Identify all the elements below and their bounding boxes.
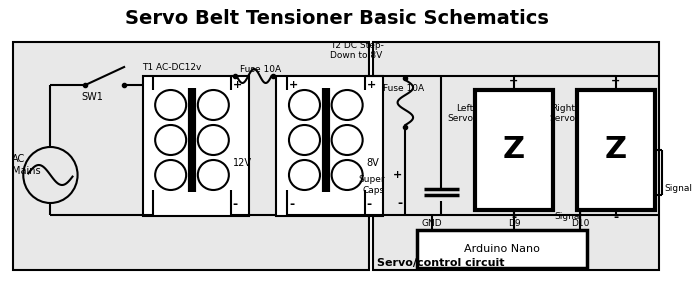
- Text: D10: D10: [570, 219, 589, 228]
- Bar: [276, 76, 383, 216]
- Text: -: -: [366, 198, 372, 211]
- Bar: [142, 76, 249, 216]
- Text: Signal: Signal: [555, 212, 583, 221]
- Text: T1 AC-DC12v: T1 AC-DC12v: [142, 63, 202, 72]
- Text: +: +: [366, 80, 375, 90]
- Text: +: +: [509, 76, 518, 86]
- Text: Super
Caps: Super Caps: [358, 175, 385, 195]
- Text: Z: Z: [604, 136, 627, 164]
- Text: Fuse 10A: Fuse 10A: [383, 84, 424, 93]
- Text: +: +: [232, 80, 242, 90]
- Text: Z: Z: [503, 136, 525, 164]
- Text: +: +: [611, 76, 620, 86]
- Text: Arduino Nano: Arduino Nano: [464, 244, 540, 254]
- Text: -: -: [397, 196, 403, 209]
- Text: D9: D9: [507, 219, 520, 228]
- Text: GND: GND: [421, 219, 442, 228]
- Text: Signal: Signal: [664, 184, 692, 193]
- Text: +: +: [393, 170, 403, 180]
- Text: Servo Belt Tensioner Basic Schematics: Servo Belt Tensioner Basic Schematics: [124, 9, 548, 27]
- Text: 12V: 12V: [232, 158, 252, 168]
- Text: AC
Mains: AC Mains: [12, 154, 40, 176]
- Bar: [12, 42, 369, 270]
- Text: Fuse 10A: Fuse 10A: [241, 65, 282, 74]
- Bar: [417, 230, 586, 268]
- Text: T2 DC Step-
Down to 8V: T2 DC Step- Down to 8V: [330, 41, 384, 60]
- Text: Left
Servo: Left Servo: [447, 104, 473, 123]
- Text: -: -: [613, 211, 618, 224]
- Text: Right
Servo: Right Servo: [549, 104, 575, 123]
- Text: +: +: [289, 80, 298, 90]
- Text: SW1: SW1: [81, 92, 103, 102]
- Text: -: -: [232, 198, 238, 211]
- Text: 8V: 8V: [366, 158, 380, 168]
- Bar: [373, 42, 659, 270]
- Text: -: -: [511, 211, 516, 224]
- Bar: [475, 90, 552, 210]
- Text: -: -: [289, 198, 294, 211]
- Text: Servo/control circuit: Servo/control circuit: [378, 258, 505, 268]
- Bar: [577, 90, 654, 210]
